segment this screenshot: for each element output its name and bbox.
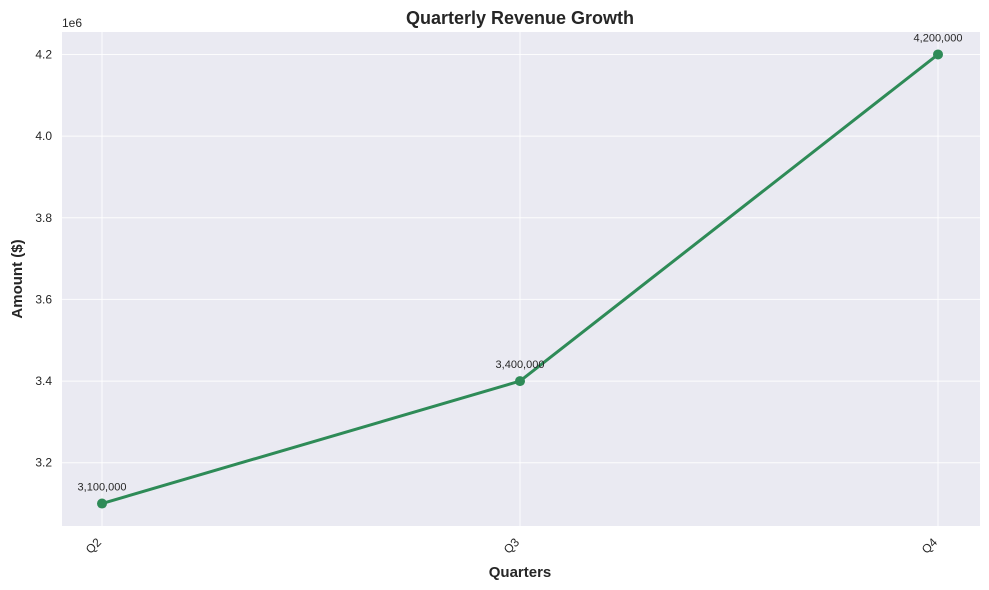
data-point (933, 49, 943, 60)
x-tick-label: Q2 (83, 535, 104, 556)
data-label: 3,100,000 (78, 482, 127, 494)
y-tick-labels: 3.2 3.4 3.6 3.8 4.0 4.2 (35, 47, 52, 469)
x-tick-labels: Q2 Q3 Q4 (83, 535, 940, 556)
y-tick-label: 3.8 (35, 211, 52, 225)
data-label: 4,200,000 (914, 32, 963, 44)
x-axis-label: Quarters (489, 564, 552, 581)
data-label: 3,400,000 (496, 359, 545, 371)
y-offset-label: 1e6 (62, 16, 82, 30)
data-point (515, 376, 525, 387)
data-labels: 3,100,000 3,400,000 4,200,000 (78, 32, 963, 493)
y-tick-label: 3.2 (35, 456, 52, 470)
y-tick-label: 4.2 (35, 47, 52, 61)
y-tick-label: 4.0 (35, 129, 52, 143)
grid-lines (62, 32, 980, 526)
x-tick-label: Q3 (501, 535, 522, 556)
y-axis-label: Amount ($) (9, 239, 26, 318)
x-tick-label: Q4 (919, 535, 940, 556)
y-tick-label: 3.6 (35, 292, 52, 306)
data-point (97, 498, 107, 509)
data-points (97, 49, 943, 509)
plot-area (62, 32, 980, 526)
chart-title: Quarterly Revenue Growth (406, 8, 634, 28)
y-tick-label: 3.4 (35, 374, 52, 388)
